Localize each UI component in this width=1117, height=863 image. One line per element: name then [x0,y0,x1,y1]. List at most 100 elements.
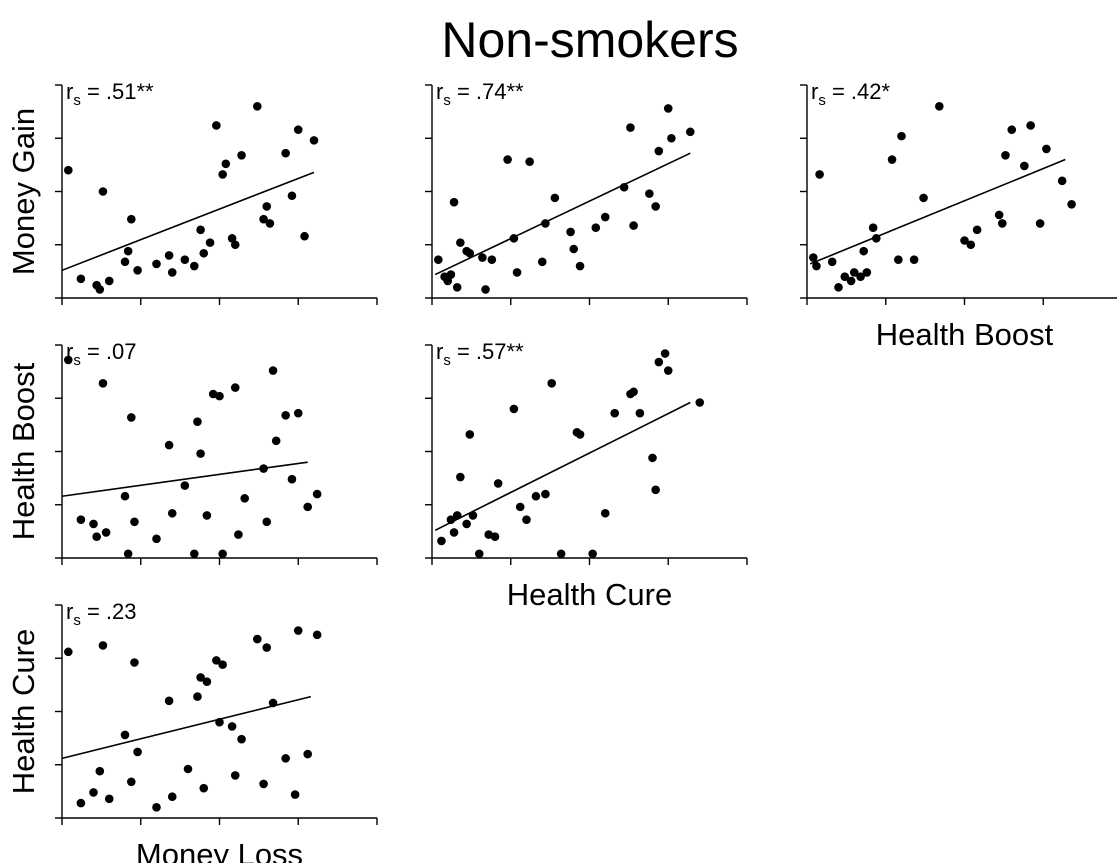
data-point [98,187,108,196]
data-point [290,790,300,799]
data-point [98,379,108,388]
data-point [120,257,130,267]
data-point [130,517,139,527]
data-point [262,517,272,527]
regression-line [809,158,1066,265]
data-point [663,104,673,113]
correlation-label: rs = .51** [66,79,154,109]
data-point [123,246,133,256]
correlation-label: rs = .74** [436,79,524,109]
scatter-panel-1: rs = .51** Money Gain [6,79,378,305]
data-point [509,404,519,414]
data-point [230,771,240,780]
scatter-panel-5: rs = .57** Health Cure [425,339,748,612]
data-point [281,754,290,763]
data-point [164,440,174,450]
data-point [522,515,531,524]
data-point [834,283,843,292]
data-point [152,534,161,544]
data-point [76,274,86,284]
data-point [660,349,670,358]
data-point [230,240,240,250]
data-point [456,472,465,482]
data-point [541,489,550,499]
data-point [212,121,221,130]
y-axis-label: Health Cure [6,629,41,794]
data-point [503,155,512,164]
data-point [840,272,850,282]
data-point [588,549,597,559]
figure-title: Non-smokers [441,12,738,68]
data-point [76,515,86,524]
regression-line [434,401,691,532]
data-point [556,549,566,559]
data-point [531,491,541,501]
data-point [998,219,1007,228]
data-point [550,193,560,203]
data-point [1007,125,1017,135]
data-point [215,391,224,401]
data-point [152,803,161,812]
data-point [95,285,105,294]
correlation-label: rs = .42* [811,79,890,109]
data-point [293,408,303,418]
data-point [868,223,878,233]
data-point [164,696,174,706]
data-point [218,549,227,559]
data-point [575,430,585,439]
data-point [994,210,1004,220]
data-point [909,255,919,264]
scatter-panel-3: rs = .42* Health Boost [800,79,1117,352]
scatter-panel-4: rs = .07 Health Boost [6,339,378,565]
data-point [537,257,547,267]
data-point [190,549,199,559]
data-point [575,261,585,271]
data-point [98,641,108,650]
data-point [104,276,114,286]
data-point [123,549,133,559]
data-point [205,238,215,247]
data-point [654,146,664,156]
data-point [966,240,976,250]
data-point [92,532,101,541]
data-point [183,764,193,774]
regression-line [61,695,312,760]
data-point [1035,219,1045,228]
data-point [547,379,556,388]
data-point [645,189,654,198]
data-point [193,417,202,426]
data-point [1026,121,1035,130]
data-point [303,749,313,759]
data-point [196,225,205,235]
data-point [474,549,484,559]
data-point [312,630,322,640]
data-point [897,131,906,141]
data-point [490,532,500,541]
data-point [199,783,209,793]
correlation-label: rs = .23 [66,599,136,629]
data-point [180,255,190,264]
data-point [591,223,601,233]
data-point [259,214,268,224]
data-point [525,157,534,166]
data-point [648,453,657,463]
data-point [64,355,73,365]
data-point [265,219,275,228]
data-point [133,266,142,275]
data-point [465,430,475,439]
data-point [167,508,177,518]
data-point [240,494,249,503]
data-point [686,127,695,137]
data-point [196,449,205,458]
data-point [252,634,262,644]
data-point [446,270,456,279]
data-point [130,658,139,667]
data-point [76,798,86,808]
data-point [268,366,278,375]
y-axis-label: Money Gain [6,108,41,275]
data-point [227,234,237,243]
data-point [663,366,673,375]
data-point [164,251,174,260]
data-point [566,227,575,237]
